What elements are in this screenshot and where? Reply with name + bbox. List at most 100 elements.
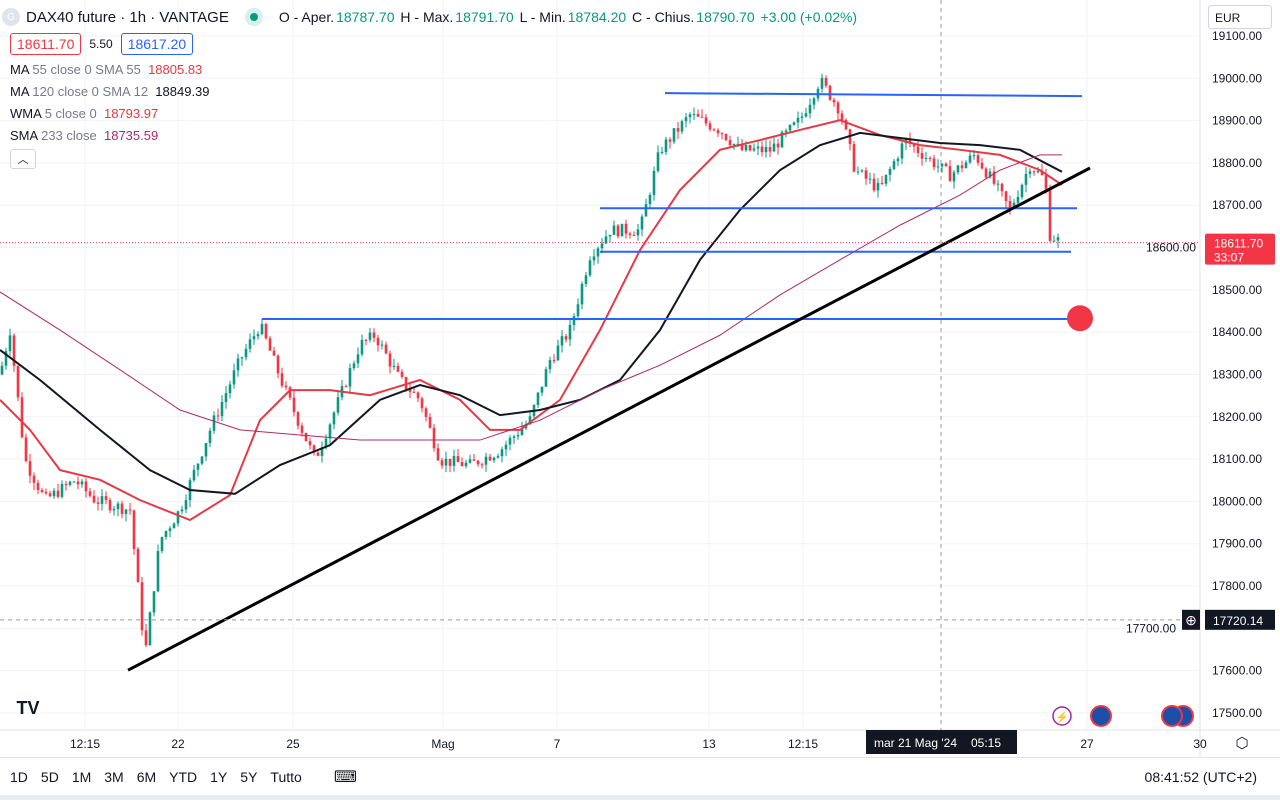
- candle-body: [324, 438, 328, 448]
- candle: [944, 162, 948, 168]
- add-alert-button[interactable]: [1182, 609, 1200, 630]
- candle: [752, 143, 756, 152]
- candle: [64, 480, 68, 491]
- candle: [320, 441, 324, 463]
- date-range-icon[interactable]: ⌨: [333, 768, 357, 786]
- candle: [296, 410, 300, 430]
- timeframe-3m[interactable]: 3M: [104, 768, 124, 785]
- candle-body: [860, 170, 864, 172]
- indicator-row[interactable]: WMA 5 close 0 18793.97: [10, 106, 859, 121]
- candle-body: [664, 139, 668, 153]
- spread: 5.50: [89, 37, 113, 51]
- candle-body: [440, 460, 444, 466]
- candle-body: [1012, 202, 1016, 208]
- y-tick-label: 19000.00: [1212, 71, 1262, 85]
- candle: [164, 530, 168, 540]
- candle-body: [500, 449, 504, 457]
- clock[interactable]: 08:41:52 (UTC+2): [1144, 769, 1257, 785]
- crosshair-time-label: mar 21 Mag '24: [874, 736, 957, 750]
- candle: [756, 141, 760, 156]
- candle-body: [972, 155, 976, 157]
- candle-body: [564, 336, 568, 340]
- candle-body: [48, 493, 52, 497]
- candle-body: [688, 114, 692, 118]
- candle-body: [96, 502, 100, 504]
- y-tick-label: 17800.00: [1212, 579, 1262, 593]
- candle-body: [32, 475, 36, 483]
- timeframe-1d[interactable]: 1D: [10, 768, 28, 785]
- candle-body: [72, 481, 76, 483]
- candle-body: [1008, 201, 1012, 208]
- candle: [372, 328, 376, 343]
- candle: [328, 422, 332, 445]
- buy-price-button[interactable]: 18617.20: [120, 33, 194, 55]
- candle: [1032, 170, 1036, 176]
- candle-body: [80, 481, 84, 485]
- candle: [416, 391, 420, 403]
- indicator-row[interactable]: MA 55 close 0 SMA 55 18805.83: [10, 62, 859, 77]
- candle-body: [628, 233, 632, 236]
- candle: [28, 454, 32, 484]
- candle-body: [20, 397, 24, 438]
- candle-body: [732, 144, 736, 146]
- candle: [956, 164, 960, 175]
- candle: [244, 343, 248, 361]
- timeframe-1y[interactable]: 1Y: [210, 768, 228, 785]
- candle-body: [196, 463, 200, 470]
- candle: [920, 147, 924, 166]
- candle-body: [136, 548, 140, 583]
- candle-body: [996, 183, 1000, 185]
- y-tick-label: 18100.00: [1212, 452, 1262, 466]
- indicator-row[interactable]: MA 120 close 0 SMA 12 18849.39: [10, 84, 859, 99]
- candle-body: [928, 158, 932, 160]
- timeframe-5y[interactable]: 5Y: [240, 768, 258, 785]
- candle: [612, 220, 616, 235]
- candle: [56, 483, 60, 499]
- symbol-title[interactable]: DAX40 future · 1h · VANTAGE: [26, 8, 229, 26]
- timeframe-tutto[interactable]: Tutto: [270, 768, 302, 785]
- candle: [488, 454, 492, 461]
- candle-body: [484, 456, 488, 465]
- candle-body: [660, 152, 664, 154]
- candle: [200, 456, 204, 466]
- candle: [220, 395, 224, 422]
- candle: [604, 230, 608, 245]
- candle-body: [448, 458, 452, 466]
- candle-body: [1020, 184, 1024, 198]
- candle-body: [428, 417, 432, 428]
- candle-body: [452, 456, 456, 466]
- candle: [168, 526, 172, 538]
- candle: [480, 462, 484, 469]
- y-tick-label: 18500.00: [1212, 283, 1262, 297]
- timeframe-1m[interactable]: 1M: [71, 768, 92, 785]
- indicator-row[interactable]: SMA 233 close 18735.59: [10, 128, 859, 143]
- sell-price-button[interactable]: 18611.70: [10, 33, 82, 55]
- timeframe-6m[interactable]: 6M: [136, 768, 157, 785]
- candle: [508, 435, 512, 451]
- candle: [1048, 184, 1052, 242]
- candle-body: [720, 133, 724, 135]
- currency-select[interactable]: EUR: [1208, 5, 1272, 29]
- candle: [268, 335, 272, 351]
- candle: [664, 136, 668, 155]
- candle: [40, 487, 44, 494]
- candle: [332, 410, 336, 430]
- candle-body: [420, 398, 424, 409]
- crosshair-time-tag: [866, 730, 1017, 754]
- candle: [260, 318, 264, 336]
- candle-body: [724, 133, 728, 141]
- timeframe-5d[interactable]: 5D: [40, 768, 59, 785]
- candle: [552, 354, 556, 364]
- candle: [96, 496, 100, 511]
- candle: [32, 472, 36, 491]
- candle-body: [212, 415, 216, 431]
- price-chart[interactable]: 19100.00 19000.00 18900.00 18800.00 18700.00…: [0, 0, 1280, 757]
- candle-body: [464, 462, 468, 467]
- collapse-legend-button[interactable]: ︿: [10, 149, 36, 169]
- candle-body: [264, 323, 268, 339]
- candle: [292, 390, 296, 417]
- candle: [704, 114, 708, 127]
- candle-body: [260, 323, 264, 335]
- timeframe-ytd[interactable]: YTD: [169, 768, 198, 785]
- candle: [984, 166, 988, 180]
